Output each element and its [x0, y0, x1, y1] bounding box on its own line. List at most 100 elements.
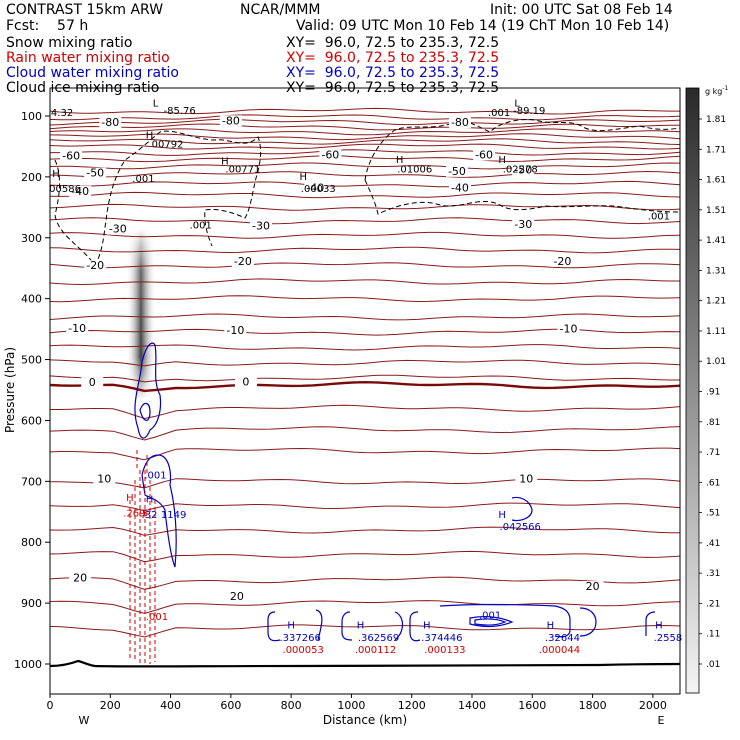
isotherm-label-bg [557, 323, 580, 335]
isotherm-line [50, 295, 680, 303]
y-tick-label: 900 [21, 597, 42, 610]
cloud-water-contour [315, 609, 323, 641]
isotherm-label: -80 [451, 116, 469, 129]
isotherm-label-bg [224, 324, 247, 336]
rain-label: .269 [123, 509, 145, 520]
rain-label: .5 [139, 509, 149, 520]
snow-label: H [221, 157, 229, 168]
isotherm-line [50, 426, 680, 441]
isotherm-label-bg [106, 223, 129, 235]
cloud-water-contour [139, 402, 151, 421]
cloud-ice-contour [364, 179, 680, 215]
snow-label: .00033 [301, 184, 336, 195]
colorbar-label: .11 [706, 630, 720, 640]
cloud-water-label: .362569 [358, 633, 399, 644]
x-tick-label: 1600 [518, 699, 546, 712]
isotherm-label: -80 [222, 114, 240, 127]
isotherm-line [50, 143, 680, 150]
forecast-hour: Fcst: 57 h [6, 18, 89, 34]
colorbar: 1.81 1.71 1.61 1.51 1.41 1.31 1.21 1.11 1.01 .91.… [685, 85, 729, 694]
rain-label: .001 [146, 612, 168, 623]
legend-cloud-water-xy: XY= 96.0, 72.5 to 235.3, 72.5 [286, 65, 500, 81]
rain-max-label: .000112 [355, 645, 396, 656]
isotherm-line [50, 447, 680, 461]
isotherm-line [50, 262, 680, 269]
cloud-water-label: .374446 [421, 633, 462, 644]
cloud-water-label: H [287, 621, 295, 632]
isotherm-label-bg [219, 115, 242, 127]
cloud-water-label: 1149 [161, 510, 186, 521]
cloud-ice-contour [54, 130, 262, 266]
isotherm-label-bg [231, 255, 254, 267]
x-tick-label: 1200 [398, 699, 426, 712]
cloud-water-label: H [423, 621, 431, 632]
isotherm-label-bg [512, 164, 535, 176]
isotherm-label: 0 [89, 376, 96, 389]
x-tick-label: 200 [100, 699, 121, 712]
colorbar-label: 1.11 [706, 327, 726, 337]
snow-shading [126, 228, 156, 400]
legend-snow: Snow mixing ratio [6, 35, 133, 51]
legend-cloud-water: Cloud water mixing ratio [6, 65, 179, 81]
isotherm-label: -10 [68, 322, 86, 335]
colorbar-label: 1.61 [706, 176, 726, 186]
isotherm-label-bg [225, 590, 248, 602]
y-axis-label: Pressure (hPa) [3, 347, 17, 433]
cloud-water-label: H [146, 495, 154, 506]
isotherm-line [50, 359, 680, 367]
isotherm-line [50, 374, 680, 383]
isotherm-label: 20 [230, 590, 244, 603]
snow-label: .02278 [503, 165, 538, 176]
isotherm-label-bg [84, 260, 107, 272]
legend-rain: Rain water mixing ratio [6, 50, 170, 66]
isotherm-line [50, 128, 680, 136]
snow-label: 00792 [152, 140, 184, 151]
colorbar-label: .71 [706, 448, 720, 458]
isotherm-line [50, 380, 680, 393]
isotherm-label: -10 [226, 324, 244, 337]
isotherm-line [50, 404, 680, 420]
isotherm-label: -80 [101, 116, 119, 129]
isotherm-line [50, 123, 680, 131]
y-tick-label: 300 [21, 232, 42, 245]
isotherm-label-bg [473, 149, 496, 161]
snow-label: H [299, 172, 307, 183]
colorbar-label: 1.71 [706, 145, 726, 155]
snow-label: -85.76 [163, 106, 195, 117]
x-tick-label: 2000 [639, 699, 667, 712]
x-end-right-label: E [658, 714, 665, 727]
cloud-water-label: H [498, 510, 506, 521]
isotherm-line [50, 526, 680, 536]
snow-label: .01006 [397, 165, 432, 176]
isotherm-label-bg [304, 182, 327, 194]
isotherm-label: -30 [252, 220, 270, 233]
y-tick-label: 1000 [14, 658, 42, 671]
y-tick-label: 800 [21, 536, 42, 549]
legend-rain-xy: XY= 96.0, 72.5 to 235.3, 72.5 [286, 50, 500, 66]
x-axis-label: Distance (km) [323, 713, 407, 727]
colorbar-unit: g kg-1 [705, 85, 729, 96]
rain-max-label: .000133 [424, 645, 465, 656]
isotherm-line [50, 133, 680, 141]
x-tick-label: 800 [281, 699, 302, 712]
isotherm-line [50, 478, 680, 489]
isotherm-label-bg [60, 150, 83, 162]
isotherm-label: -60 [475, 148, 493, 161]
legend-snow-xy: XY= 96.0, 72.5 to 235.3, 72.5 [286, 35, 500, 51]
snow-label: L [514, 98, 520, 109]
isotherm-label-bg [93, 473, 116, 485]
isotherm-label-bg [84, 167, 107, 179]
isotherm-label: -20 [86, 259, 104, 272]
isotherm-line [50, 278, 680, 286]
isotherm-label-bg [448, 117, 471, 129]
colorbar-label: 1.81 [706, 115, 726, 125]
isotherm-label: -60 [321, 148, 339, 161]
isotherm-label-bg [69, 572, 92, 584]
isotherm-line [50, 191, 680, 199]
isotherm-label: -50 [86, 167, 104, 180]
isotherm-line [50, 246, 680, 254]
isotherm-line [50, 170, 680, 178]
snow-label: -89.19 [513, 106, 545, 117]
isotherm-label-bg [445, 165, 468, 177]
